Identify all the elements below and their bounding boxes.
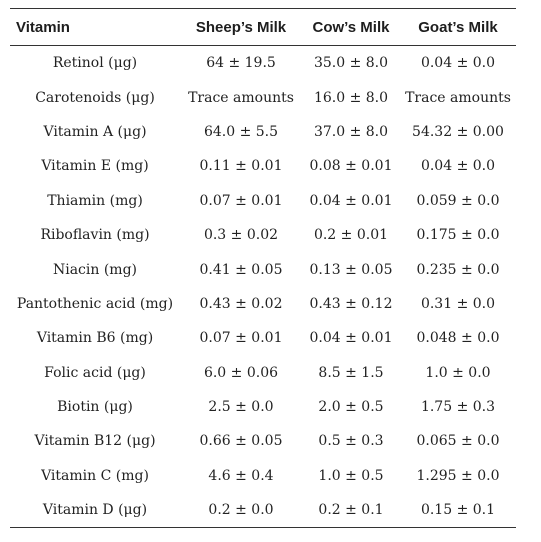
sheeps-milk-cell: 0.07 ± 0.01: [199, 192, 283, 209]
goats-milk-cell: 0.059 ± 0.0: [416, 192, 500, 209]
goats-milk-cell: 0.04 ± 0.0: [420, 55, 496, 72]
goats-milk-cell: 0.235 ± 0.0: [416, 261, 500, 278]
cows-milk-cell: 0.5 ± 0.3: [318, 433, 384, 450]
vitamin-name-cell: Riboflavin (mg): [40, 227, 150, 244]
cows-milk-cell: 0.2 ± 0.1: [302, 493, 400, 529]
table-row: Carotenoids (μg) Trace amounts 16.0 ± 8.0 T…: [10, 80, 516, 114]
vitamin-name-cell: Vitamin C (mg): [41, 467, 149, 484]
sheeps-milk-cell: 0.3 ± 0.02: [203, 227, 279, 244]
cows-milk-cell: 37.0 ± 8.0: [313, 123, 389, 140]
sheeps-milk-cell: 6.0 ± 0.06: [203, 364, 279, 381]
sheeps-milk-cell: 0.66 ± 0.05: [199, 433, 283, 450]
vitamin-name-cell: Vitamin D (μg): [10, 493, 180, 529]
goats-milk-cell: 54.32 ± 0.00: [412, 123, 504, 140]
table-row: Vitamin C (mg) 4.6 ± 0.4 1.0 ± 0.5 1.295 ± …: [10, 459, 516, 493]
cows-milk-cell: 16.0 ± 8.0: [313, 89, 389, 106]
sheeps-milk-cell: Trace amounts: [188, 89, 294, 106]
cows-milk-cell: 8.5 ± 1.5: [318, 364, 384, 381]
goats-milk-cell: 0.175 ± 0.0: [416, 227, 500, 244]
vitamin-name-cell: Thiamin (mg): [47, 192, 143, 209]
cows-milk-cell: 0.13 ± 0.05: [309, 261, 393, 278]
sheeps-milk-cell: 0.43 ± 0.02: [199, 295, 283, 312]
cows-milk-cell: 35.0 ± 8.0: [313, 55, 389, 72]
vitamin-comparison-table-container: Vitamin Sheep’s Milk Cow’s Milk Goat’s M…: [10, 8, 516, 529]
table-row: Biotin (μg) 2.5 ± 0.0 2.0 ± 0.5 1.75 ± 0.3: [10, 390, 516, 424]
table-row: Vitamin E (mg) 0.11 ± 0.01 0.08 ± 0.01 0.04…: [10, 149, 516, 183]
table-row: Riboflavin (mg) 0.3 ± 0.02 0.2 ± 0.01 0.175…: [10, 218, 516, 252]
table-row: Niacin (mg) 0.41 ± 0.05 0.13 ± 0.05 0.235 ±…: [10, 252, 516, 286]
table-row: Vitamin A (μg) 64.0 ± 5.5 37.0 ± 8.0 54.32 …: [10, 115, 516, 149]
vitamin-name-cell: Vitamin A (μg): [43, 123, 147, 140]
vitamin-name-cell: Carotenoids (μg): [35, 89, 155, 106]
cows-milk-cell: 0.04 ± 0.01: [309, 192, 393, 209]
cows-milk-cell: 0.08 ± 0.01: [309, 158, 393, 175]
table-row: Folic acid (μg) 6.0 ± 0.06 8.5 ± 1.5 1.0 ± …: [10, 356, 516, 390]
vitamin-name-cell: Niacin (mg): [52, 261, 138, 278]
table-header: Vitamin Sheep’s Milk Cow’s Milk Goat’s M…: [10, 8, 516, 46]
cows-milk-cell: 0.04 ± 0.01: [309, 330, 393, 347]
header-vitamin: Vitamin: [10, 8, 180, 46]
goats-milk-cell: 0.048 ± 0.0: [416, 330, 500, 347]
sheeps-milk-cell: 0.11 ± 0.01: [199, 158, 283, 175]
sheeps-milk-cell: 4.6 ± 0.4: [208, 467, 274, 484]
table-body: Retinol (μg) 64 ± 19.5 35.0 ± 8.0 0.04 ± 0.…: [10, 46, 516, 529]
sheeps-milk-cell: 64.0 ± 5.5: [203, 123, 279, 140]
sheeps-milk-cell: 0.41 ± 0.05: [199, 261, 283, 278]
sheeps-milk-cell: 2.5 ± 0.0: [208, 399, 274, 416]
table-row: Retinol (μg) 64 ± 19.5 35.0 ± 8.0 0.04 ± 0.…: [10, 46, 516, 81]
table-row: Vitamin B12 (μg) 0.66 ± 0.05 0.5 ± 0.3 0.06…: [10, 424, 516, 458]
table-row: Vitamin D (μg) 0.2 ± 0.0 0.2 ± 0.1 0.15 ± 0…: [10, 493, 516, 529]
goats-milk-cell: 0.15 ± 0.1: [400, 493, 516, 529]
table-row: Pantothenic acid (mg) 0.43 ± 0.02 0.43 ± 0…: [10, 287, 516, 321]
vitamin-comparison-table: Vitamin Sheep’s Milk Cow’s Milk Goat’s M…: [10, 8, 516, 529]
vitamin-name-cell: Vitamin E (mg): [41, 158, 149, 175]
cows-milk-cell: 0.43 ± 0.12: [309, 295, 393, 312]
goats-milk-cell: 1.0 ± 0.0: [425, 364, 491, 381]
vitamin-name-cell: Pantothenic acid (mg): [16, 295, 174, 312]
goats-milk-cell: 0.04 ± 0.0: [420, 158, 496, 175]
vitamin-name-cell: Folic acid (μg): [44, 364, 146, 381]
goats-milk-cell: 0.31 ± 0.0: [420, 295, 496, 312]
header-sheeps-milk: Sheep’s Milk: [180, 8, 302, 46]
vitamin-name-cell: Retinol (μg): [52, 55, 138, 72]
cows-milk-cell: 1.0 ± 0.5: [318, 467, 384, 484]
sheeps-milk-cell: 64 ± 19.5: [206, 55, 276, 72]
goats-milk-cell: 0.065 ± 0.0: [416, 433, 500, 450]
table-row: Vitamin B6 (mg) 0.07 ± 0.01 0.04 ± 0.01 0.0…: [10, 321, 516, 355]
vitamin-name-cell: Vitamin B6 (mg): [36, 330, 154, 347]
goats-milk-cell: 1.295 ± 0.0: [416, 467, 500, 484]
header-goats-milk: Goat’s Milk: [400, 8, 516, 46]
table-row: Thiamin (mg) 0.07 ± 0.01 0.04 ± 0.01 0.059 …: [10, 184, 516, 218]
sheeps-milk-cell: 0.2 ± 0.0: [180, 493, 302, 529]
goats-milk-cell: Trace amounts: [405, 89, 511, 106]
vitamin-name-cell: Biotin (μg): [57, 399, 133, 416]
cows-milk-cell: 0.2 ± 0.01: [313, 227, 389, 244]
cows-milk-cell: 2.0 ± 0.5: [318, 399, 384, 416]
header-cows-milk: Cow’s Milk: [302, 8, 400, 46]
header-row: Vitamin Sheep’s Milk Cow’s Milk Goat’s M…: [10, 8, 516, 46]
goats-milk-cell: 1.75 ± 0.3: [420, 399, 496, 416]
vitamin-name-cell: Vitamin B12 (μg): [34, 433, 156, 450]
sheeps-milk-cell: 0.07 ± 0.01: [199, 330, 283, 347]
